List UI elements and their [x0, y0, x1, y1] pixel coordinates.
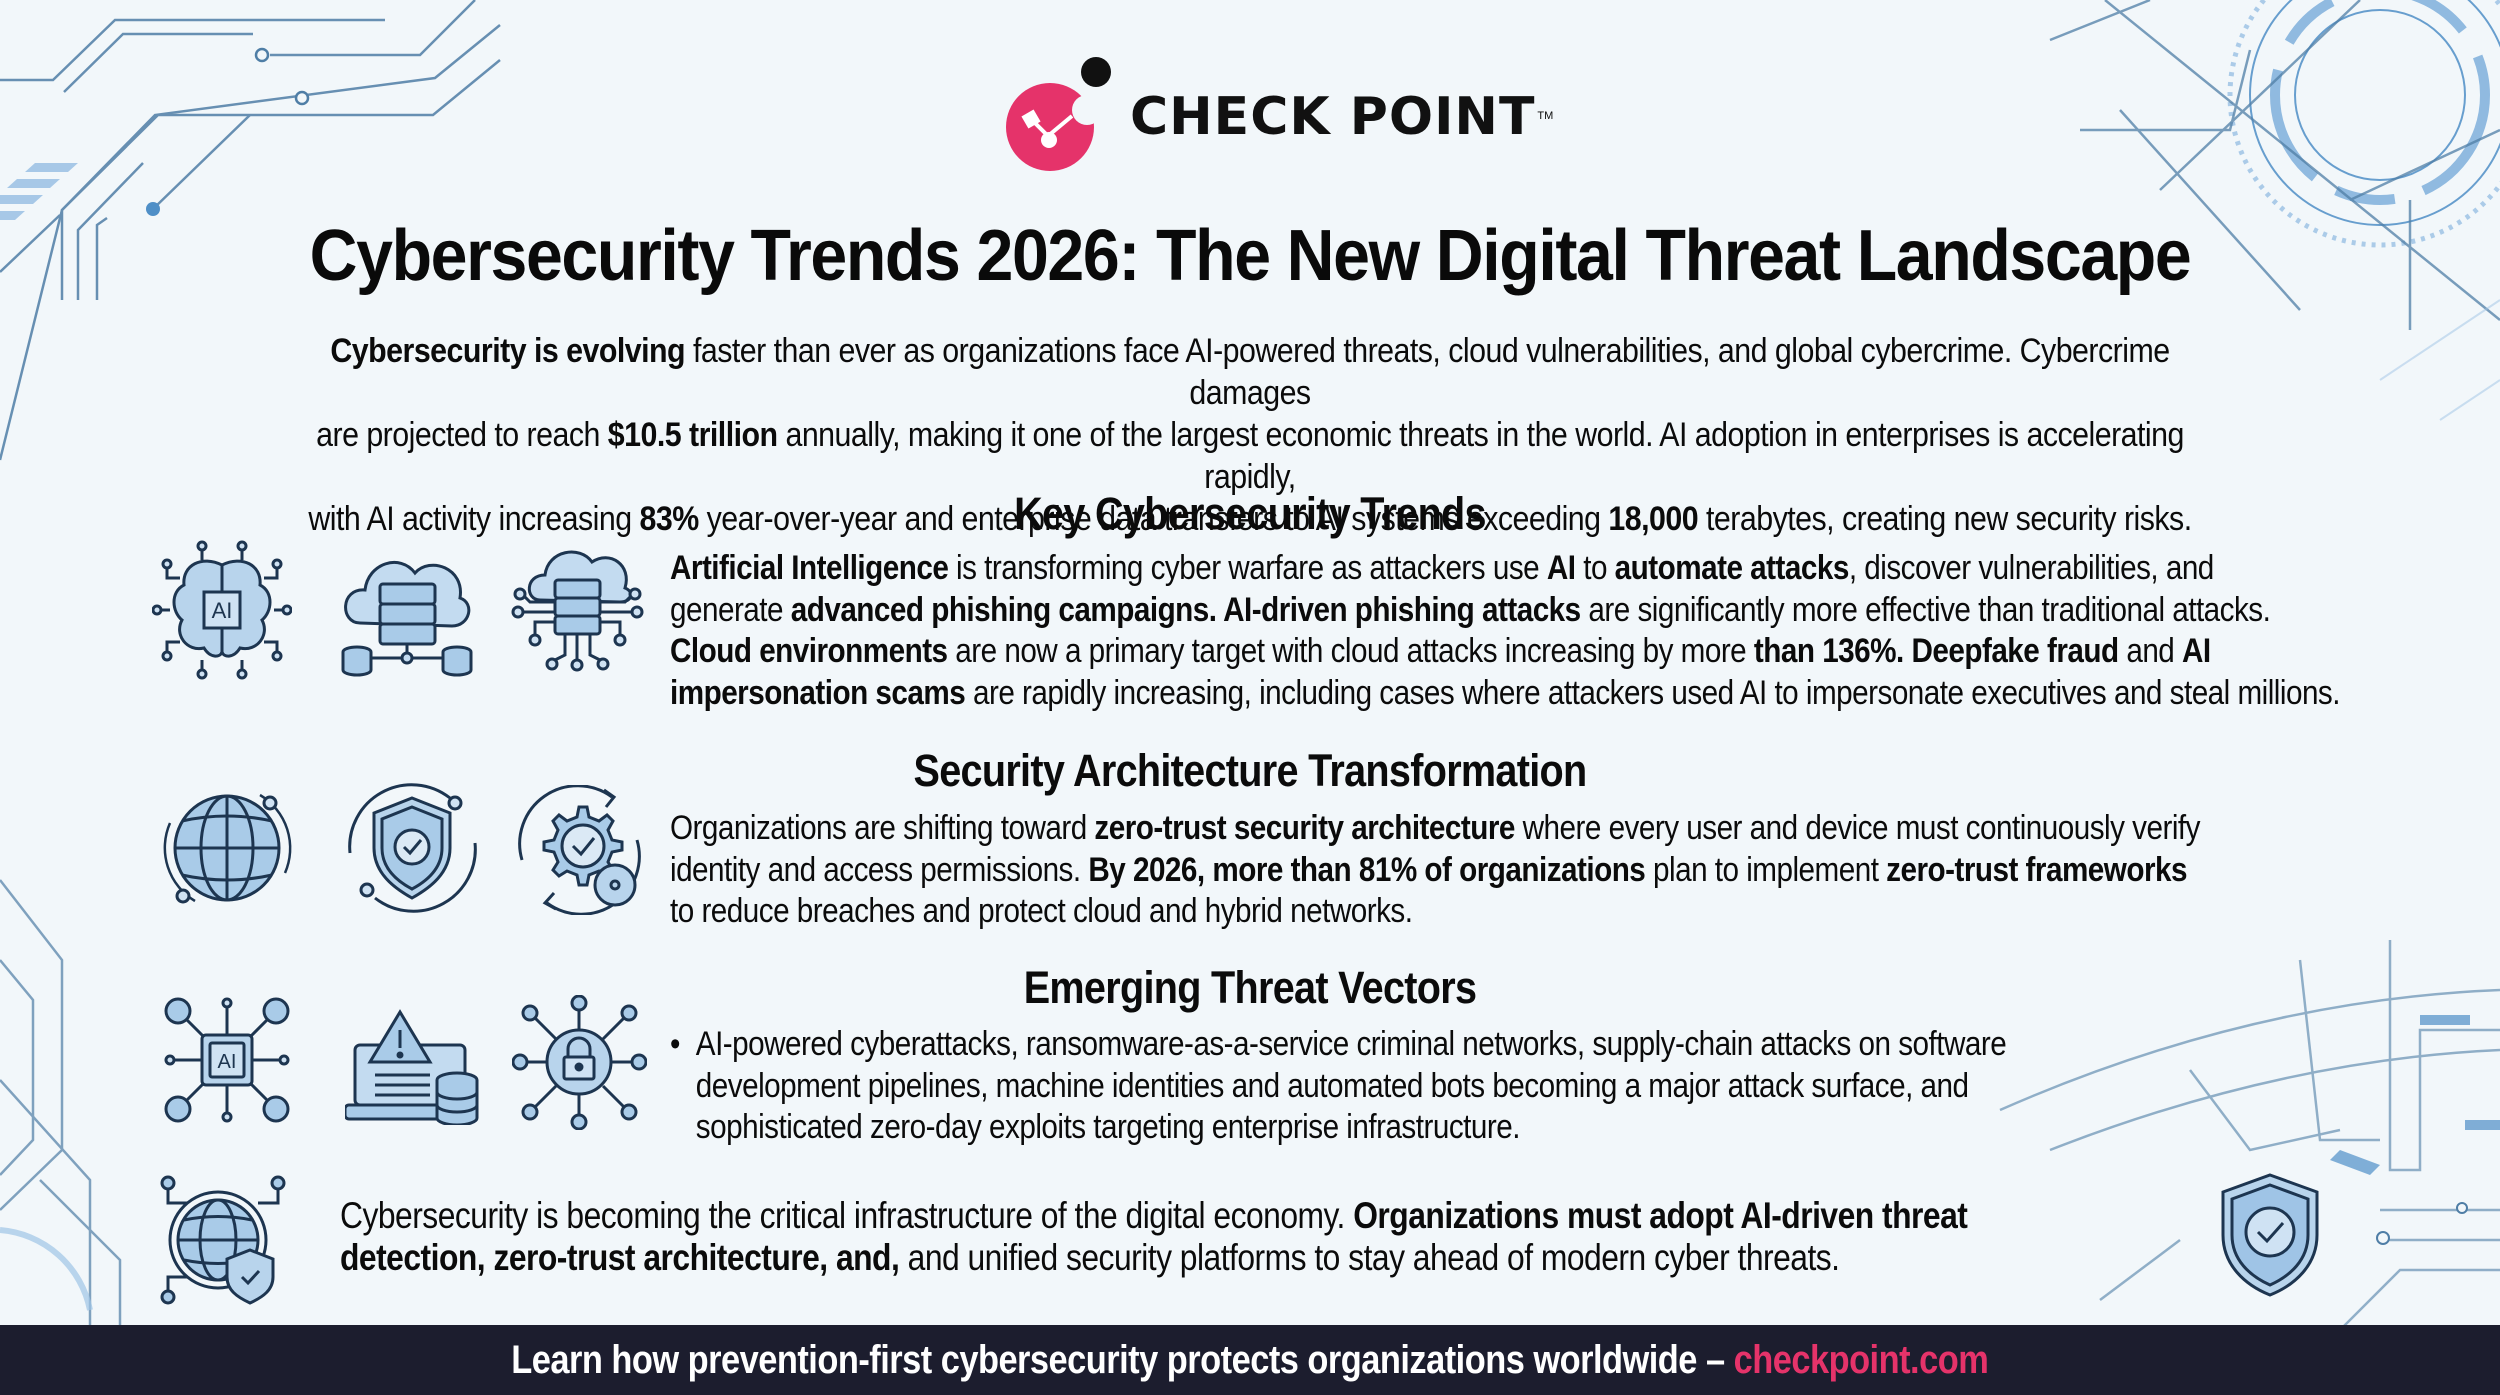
intro-stat-terabytes: 18,000	[1608, 500, 1699, 538]
footer-cta: Learn how prevention-first cybersecurity…	[511, 1337, 1989, 1383]
conclusion-paragraph: Cybersecurity is becoming the critical i…	[340, 1195, 1968, 1279]
emphasis: Artificial Intelligence	[670, 549, 949, 587]
check-point-logo: CHECK POINT TM	[990, 52, 1553, 172]
footer-link-checkpoint[interactable]: checkpoint.com	[1733, 1337, 1989, 1382]
emphasis: Organizations must adopt AI-driven threa…	[1353, 1195, 1968, 1236]
svg-text:AI: AI	[212, 598, 233, 623]
intro-text: faster than ever as organizations face A…	[685, 332, 2170, 412]
key-trends-line: Cloud environments are now a primary tar…	[670, 631, 2340, 673]
text: plan to implement	[1645, 850, 1887, 889]
emphasis: than 136%. Deepfake fraud	[1753, 632, 2119, 670]
emphasis: impersonation scams	[670, 673, 966, 712]
ai-brain-icon: AI	[151, 540, 293, 680]
circuit-node-dot	[146, 202, 160, 216]
threat-vectors-list: • AI-powered cyberattacks, ransomware-as-…	[670, 1024, 2007, 1149]
gear-check-cycle-icon	[512, 784, 647, 916]
emphasis: AI	[1546, 549, 1576, 587]
intro-stat-damages: $10.5 trillion	[607, 416, 778, 454]
text: and unified security platforms to stay a…	[899, 1237, 1840, 1278]
threat-vectors-line: sophisticated zero-day exploits targetin…	[695, 1108, 1521, 1146]
text: is transforming cyber warfare as attacke…	[948, 549, 1547, 587]
intro-text: annually, making it one of the largest e…	[777, 416, 2184, 496]
text: where every user and device must continu…	[1514, 809, 2201, 847]
ai-chip-users-icon: AI	[162, 995, 292, 1125]
threat-vectors-line: development pipelines, machine identitie…	[695, 1066, 1969, 1105]
text: are now a primary target with cloud atta…	[947, 632, 1754, 670]
architecture-paragraph: Organizations are shifting toward zero-t…	[670, 808, 2200, 933]
page-title: Cybersecurity Trends 2026: The New Digit…	[309, 216, 2192, 296]
laptop-warning-database-icon	[343, 1000, 480, 1127]
text: AI-powered cyberattacks, ransomware-as-a…	[695, 1025, 2007, 1063]
globe-shield-icon	[158, 1175, 288, 1305]
check-point-logo-icon	[1006, 57, 1111, 171]
text: are rapidly increasing, including cases …	[965, 673, 2341, 712]
footer-banner: Learn how prevention-first cybersecurity…	[0, 1325, 2500, 1395]
footer-text: Learn how prevention-first cybersecurity…	[511, 1337, 1734, 1382]
emphasis: Cloud environments	[670, 632, 948, 670]
bullet-marker: •	[670, 1025, 680, 1063]
architecture-line: to reduce breaches and protect cloud and…	[670, 891, 2200, 933]
cloud-server-database-icon	[340, 548, 475, 678]
architecture-line: Organizations are shifting toward zero-t…	[670, 808, 2200, 850]
intro-emphasis: Cybersecurity is evolving	[330, 332, 686, 370]
section-heading-threat-vectors: Emerging Threat Vectors	[1023, 962, 1477, 1013]
shield-check-icon	[2215, 1170, 2325, 1300]
key-trends-line: impersonation scams are rapidly increasi…	[670, 673, 2341, 715]
lock-network-icon	[511, 994, 648, 1131]
brand-name: CHECK POINT	[1130, 87, 1536, 147]
text: to	[1575, 549, 1615, 587]
emphasis: zero-trust security architecture	[1094, 809, 1515, 847]
emphasis: By 2026, more than 81% of organizations	[1088, 850, 1646, 889]
architecture-line: identity and access permissions. By 2026…	[670, 850, 2200, 892]
section-heading-architecture: Security Architecture Transformation	[913, 745, 1588, 796]
key-trends-line: Artificial Intelligence is transforming …	[670, 548, 2340, 590]
trademark: TM	[1537, 110, 1554, 122]
emphasis: detection, zero-trust architecture, and,	[340, 1237, 900, 1278]
svg-text:AI: AI	[218, 1051, 237, 1073]
text: are significantly more effective than tr…	[1580, 590, 2271, 629]
cloud-server-circuit-icon	[510, 540, 645, 680]
text: identity and access permissions.	[670, 850, 1089, 889]
intro-text: terabytes, creating new security risks.	[1698, 500, 2192, 538]
conclusion-line: Cybersecurity is becoming the critical i…	[340, 1195, 1968, 1237]
conclusion-line: detection, zero-trust architecture, and,…	[340, 1237, 1967, 1279]
intro-paragraph: Cybersecurity is evolving faster than ev…	[300, 330, 2201, 540]
emphasis: automate attacks	[1614, 549, 1850, 587]
text: Cybersecurity is becoming the critical i…	[340, 1195, 1354, 1236]
text: to reduce breaches and protect cloud and…	[670, 892, 1413, 930]
key-trends-line: generate advanced phishing campaigns. AI…	[670, 590, 2340, 632]
globe-icon	[160, 783, 295, 913]
intro-text: with AI activity increasing	[308, 500, 640, 538]
intro-stat-ai-activity: 83%	[639, 500, 700, 538]
intro-text: year-over-year and enterprise data trans…	[698, 500, 1609, 538]
emphasis: zero-trust frameworks	[1886, 850, 2187, 889]
emphasis: AI	[2182, 632, 2211, 670]
intro-text: are projected to reach	[316, 416, 608, 454]
text: , discover vulnerabilities, and	[1848, 549, 2214, 587]
text: and	[2118, 632, 2183, 670]
text: Organizations are shifting toward	[670, 809, 1095, 847]
shield-check-icon	[345, 783, 480, 913]
key-trends-paragraph: Artificial Intelligence is transforming …	[670, 548, 2341, 715]
text: generate	[670, 590, 791, 629]
section-heading-key-trends: Key Cybersecurity Trends	[1014, 488, 1486, 539]
threat-vectors-bullet-item: • AI-powered cyberattacks, ransomware-as-…	[670, 1024, 2007, 1066]
emphasis: advanced phishing campaigns. AI-driven p…	[790, 590, 1581, 629]
